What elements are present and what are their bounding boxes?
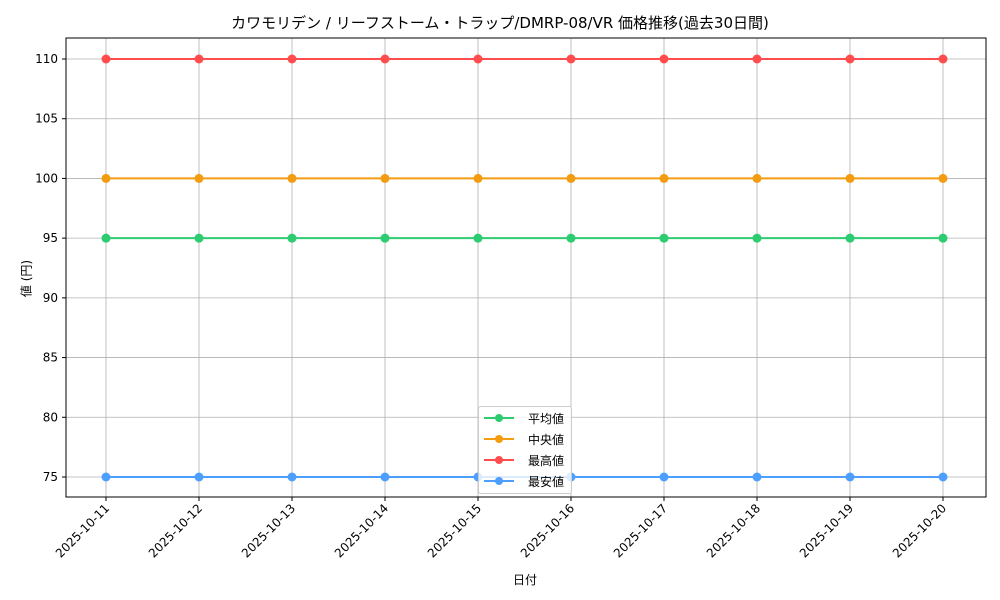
svg-text:2025-10-17: 2025-10-17 — [611, 501, 670, 560]
svg-text:80: 80 — [43, 410, 58, 424]
x-axis-label: 日付 — [512, 573, 537, 587]
svg-text:105: 105 — [35, 112, 58, 126]
svg-text:2025-10-18: 2025-10-18 — [704, 501, 763, 560]
svg-text:2025-10-13: 2025-10-13 — [239, 501, 298, 560]
svg-text:90: 90 — [43, 291, 58, 305]
legend-item-median: 中央値 — [479, 429, 571, 449]
svg-text:75: 75 — [43, 470, 58, 484]
svg-text:2025-10-12: 2025-10-12 — [146, 501, 205, 560]
svg-text:2025-10-19: 2025-10-19 — [797, 501, 856, 560]
svg-text:2025-10-16: 2025-10-16 — [518, 501, 577, 560]
legend-item-min: 最安値 — [479, 471, 571, 491]
legend-label: 最安値 — [528, 474, 565, 489]
legend-label: 最高値 — [528, 453, 565, 468]
legend-item-average: 平均値 — [479, 408, 571, 428]
svg-text:2025-10-15: 2025-10-15 — [425, 501, 484, 560]
svg-text:2025-10-20: 2025-10-20 — [890, 501, 949, 560]
svg-text:85: 85 — [43, 351, 58, 365]
y-axis-label: 値 (円) — [19, 259, 34, 298]
series-marker-icon — [484, 413, 514, 423]
series-marker-icon — [484, 476, 514, 486]
legend-label: 平均値 — [528, 411, 565, 426]
legend-label: 中央値 — [528, 432, 565, 447]
series-marker-icon — [484, 455, 514, 465]
svg-text:95: 95 — [43, 231, 58, 245]
legend: 平均値 中央値 最高値 最安値 — [478, 406, 572, 494]
chart-title: カワモリデン / リーフストーム・トラップ/DMRP-08/VR 価格推移(過去… — [231, 14, 769, 32]
svg-text:110: 110 — [35, 52, 58, 66]
svg-text:100: 100 — [35, 171, 58, 185]
svg-text:2025-10-11: 2025-10-11 — [53, 501, 112, 560]
legend-item-max: 最高値 — [479, 450, 571, 470]
svg-text:2025-10-14: 2025-10-14 — [332, 501, 391, 560]
series-marker-icon — [484, 434, 514, 444]
